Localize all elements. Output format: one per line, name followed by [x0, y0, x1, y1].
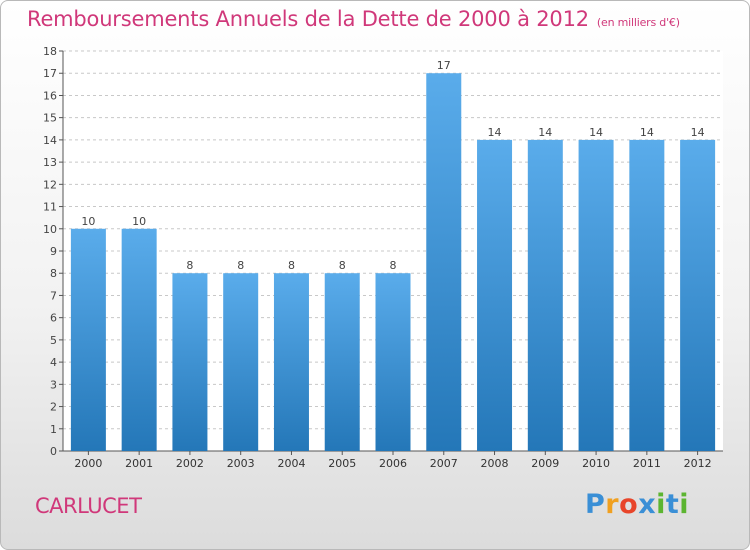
data-label: 10: [81, 215, 95, 228]
data-label: 8: [186, 259, 193, 272]
data-label: 8: [339, 259, 346, 272]
x-tick-label: 2001: [125, 457, 153, 470]
proxiti-logo: Proxiti: [585, 489, 689, 520]
data-label: 14: [640, 126, 654, 139]
x-tick-label: 2011: [633, 457, 661, 470]
x-tick-label: 2004: [277, 457, 305, 470]
logo-letter: i: [656, 489, 666, 520]
data-label: 14: [691, 126, 705, 139]
y-tick-label: 11: [43, 201, 57, 214]
y-tick-label: 5: [50, 334, 57, 347]
y-tick-label: 10: [43, 223, 57, 236]
y-tick-label: 13: [43, 156, 57, 169]
bar-2000: [70, 228, 106, 451]
y-tick-label: 12: [43, 178, 57, 191]
data-label: 10: [132, 215, 146, 228]
y-tick-label: 18: [43, 45, 57, 58]
y-tick-label: 6: [50, 312, 57, 325]
x-tick-label: 2002: [176, 457, 204, 470]
y-tick-label: 9: [50, 245, 57, 258]
logo-letter: x: [638, 489, 657, 520]
y-tick-label: 2: [50, 401, 57, 414]
y-tick-label: 1: [50, 423, 57, 436]
x-tick-label: 2007: [430, 457, 458, 470]
logo-letter: r: [605, 489, 620, 520]
y-tick-label: 3: [50, 378, 57, 391]
bar-2008: [477, 139, 513, 451]
bar-2009: [527, 139, 563, 451]
y-tick-label: 8: [50, 267, 57, 280]
logo-letter: P: [585, 489, 606, 520]
bar-2011: [629, 139, 665, 451]
x-tick-label: 2009: [531, 457, 559, 470]
y-tick-label: 4: [50, 356, 57, 369]
y-tick-label: 16: [43, 89, 57, 102]
data-label: 14: [488, 126, 502, 139]
bar-2010: [578, 139, 614, 451]
bar-2003: [223, 273, 259, 451]
data-label: 14: [538, 126, 552, 139]
x-tick-label: 2006: [379, 457, 407, 470]
chart-title: Remboursements Annuels de la Dette de 20…: [27, 7, 680, 31]
data-label: 8: [237, 259, 244, 272]
data-label: 8: [390, 259, 397, 272]
data-label: 14: [589, 126, 603, 139]
x-tick-label: 2003: [227, 457, 255, 470]
unit-note: (en milliers d'€): [596, 16, 680, 29]
logo-letter: i: [679, 489, 690, 520]
data-label: 17: [437, 59, 451, 72]
x-tick-label: 2012: [684, 457, 712, 470]
logo-letter: t: [665, 489, 680, 520]
bar-2002: [172, 273, 208, 451]
bar-2006: [375, 273, 411, 451]
y-tick-label: 17: [43, 67, 57, 80]
bar-2001: [121, 228, 157, 451]
logo-letter: o: [619, 489, 639, 520]
x-tick-label: 2010: [582, 457, 610, 470]
y-tick-label: 14: [43, 134, 57, 147]
data-label: 8: [288, 259, 295, 272]
y-tick-label: 0: [50, 445, 57, 458]
x-tick-label: 2005: [328, 457, 356, 470]
bar-2004: [273, 273, 309, 451]
x-tick-label: 2000: [74, 457, 102, 470]
bar-2007: [426, 73, 462, 451]
y-tick-label: 15: [43, 112, 57, 125]
bar-2012: [680, 139, 716, 451]
y-tick-label: 7: [50, 289, 57, 302]
bar-2005: [324, 273, 360, 451]
commune-name: CARLUCET: [35, 494, 142, 518]
x-tick-label: 2008: [481, 457, 509, 470]
chart-title-text: Remboursements Annuels de la Dette de 20…: [27, 7, 589, 31]
